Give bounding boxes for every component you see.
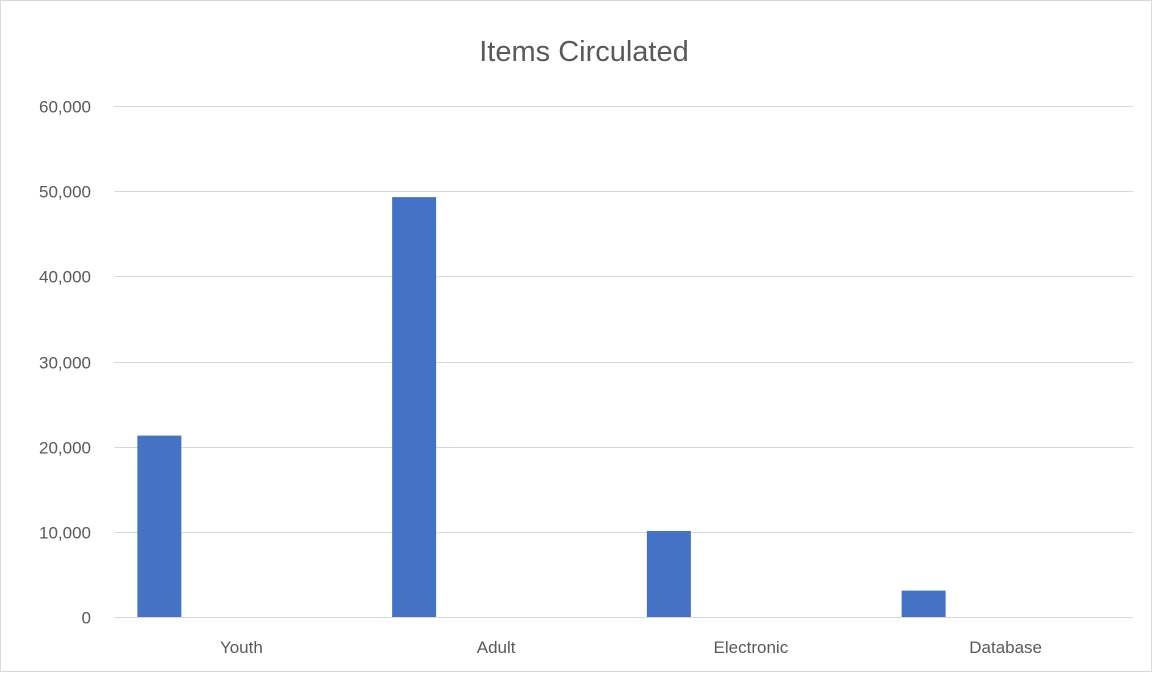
bar-database bbox=[901, 590, 946, 617]
y-tick-label: 10,000 bbox=[39, 524, 91, 543]
y-tick-label: 0 bbox=[82, 609, 91, 628]
y-tick-label: 40,000 bbox=[39, 268, 91, 287]
x-axis-categories: Youth Adult Electronic Database bbox=[220, 638, 1042, 657]
y-tick-label: 30,000 bbox=[39, 354, 91, 373]
bar-electronic bbox=[646, 530, 691, 617]
bars bbox=[137, 197, 946, 617]
x-category-label: Electronic bbox=[714, 638, 789, 657]
y-tick-label: 20,000 bbox=[39, 439, 91, 458]
y-axis-ticks: 0 10,000 20,000 30,000 40,000 50,000 60,000 bbox=[39, 98, 91, 628]
bar-youth bbox=[137, 435, 182, 617]
x-category-label: Youth bbox=[220, 638, 263, 657]
bar-adult bbox=[392, 197, 437, 617]
y-tick-label: 60,000 bbox=[39, 98, 91, 117]
y-tick-label: 50,000 bbox=[39, 183, 91, 202]
gridlines bbox=[114, 106, 1133, 618]
chart-title: Items Circulated bbox=[479, 36, 689, 68]
x-category-label: Database bbox=[969, 638, 1042, 657]
x-category-label: Adult bbox=[477, 638, 516, 657]
